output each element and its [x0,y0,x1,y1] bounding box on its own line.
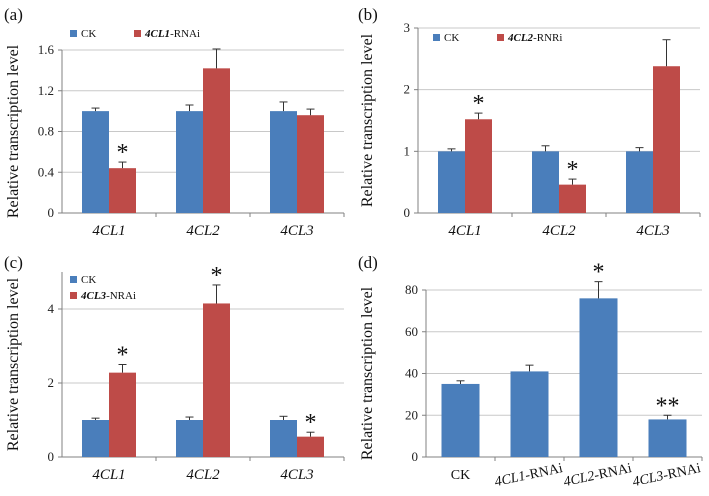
panel-label: (c) [4,253,23,272]
panel-c: (c) Relative transcription level 0 2 4 4CL1 4C… [4,253,345,483]
significance-marker: * [117,140,129,166]
legend-label: 4CL3-NRAi [80,290,136,302]
bar-4cl1-rnai-1 [203,68,230,214]
bar-4cl3-nrai-2 [297,436,324,457]
significance-marker: * [211,263,223,289]
y-tick-label: 1 [404,143,411,158]
y-axis-label: Relative transcription level [359,33,376,207]
significance-marker: ** [656,393,680,419]
legend-label: 4CL2-RNRi [507,32,562,44]
x-tick-label: 4CL1 [92,467,125,483]
x-tick-label: 4CL2 [186,223,220,239]
legend: CK 4CL3-NRAi [70,274,136,302]
legend-label: CK [81,28,96,40]
bar-4cl3-nrai-0 [109,372,136,457]
bar-ck-2 [626,151,653,213]
legend-label: CK [81,274,96,286]
bar-ck-1 [532,151,559,213]
bar-4cl2-rnri-0 [465,119,492,213]
significance-marker: * [117,343,129,369]
significance-marker: * [567,157,579,183]
x-tick-label: 4CL3 [636,223,669,239]
y-tick-label: 80 [405,282,418,297]
legend: CK 4CL2-RNRi [433,32,562,44]
y-tick-label: 2 [404,82,411,97]
x-tick-label: 4CL3 [280,467,313,483]
y-tick-label: 60 [405,324,418,339]
x-tick-label: 4CL1 [448,223,481,239]
legend-swatch [70,276,77,283]
y-tick-label: 40 [405,366,418,381]
y-tick-label: 0.8 [38,124,54,139]
bar-ck-1 [176,111,203,213]
legend-swatch [134,30,141,37]
bar-ck-0 [438,151,465,213]
legend-label: 4CL1-RNAi [144,28,200,40]
significance-marker: * [305,410,317,436]
y-tick-label: 4 [48,301,55,316]
y-tick-label: 0 [412,449,419,464]
legend-swatch [70,292,77,299]
y-tick-label: 2 [48,375,55,390]
y-tick-label: 0 [48,205,55,220]
y-tick-label: 20 [405,407,418,422]
y-tick-label: 3 [404,20,411,35]
y-axis-label: Relative transcription level [5,277,22,451]
bar-relative-transcription-level-1 [510,371,549,457]
panel-label: (a) [4,5,23,24]
y-tick-label: 0 [48,449,55,464]
x-tick-label: 4CL3-RNAi [631,461,702,490]
x-tick-label: 4CL2-RNAi [562,461,633,490]
bar-4cl1-rnai-0 [109,168,136,213]
bar-4cl2-rnri-2 [653,66,680,213]
x-tick-label: 4CL3 [280,223,313,239]
x-tick-label: 4CL1-RNAi [493,461,564,490]
bar-ck-2 [270,420,297,457]
y-tick-label: 0 [404,205,411,220]
legend-label: CK [444,32,459,44]
y-tick-label: 1.2 [38,83,54,98]
legend: CK 4CL1-RNAi [70,28,200,40]
significance-marker: * [473,91,485,117]
panel-a: (a) Relative transcription level 0 0.4 0.8 1.… [4,5,345,239]
bar-4cl2-rnri-1 [559,184,586,213]
y-tick-label: 1.6 [38,42,55,57]
panel-b: (b) Relative transcription level 0 1 2 3 4CL1 4… [358,5,701,239]
bar-relative-transcription-level-3 [648,419,687,457]
bar-4cl1-rnai-2 [297,115,324,213]
panel-label: (d) [358,253,378,272]
y-tick-label: 0.4 [38,164,55,179]
x-tick-label: 4CL2 [186,467,220,483]
bar-ck-2 [270,111,297,213]
panel-d: (d) Relative transcription level 0 20 40 60 80… [358,253,703,490]
bar-relative-transcription-level-2 [579,298,618,457]
panel-label: (b) [358,5,378,24]
x-tick-label: CK [451,468,470,483]
legend-swatch [497,34,504,41]
bar-ck-1 [176,420,203,457]
bar-ck-0 [82,420,109,457]
legend-swatch [433,34,440,41]
x-tick-label: 4CL1 [92,223,125,239]
bar-4cl3-nrai-1 [203,303,230,457]
bar-ck-0 [82,111,109,213]
y-axis-label: Relative transcription level [359,286,376,460]
significance-marker: * [593,260,605,286]
legend-swatch [70,30,77,37]
x-tick-label: 4CL2 [542,223,576,239]
y-axis-label: Relative transcription level [5,44,22,218]
bar-relative-transcription-level-0 [441,383,480,457]
